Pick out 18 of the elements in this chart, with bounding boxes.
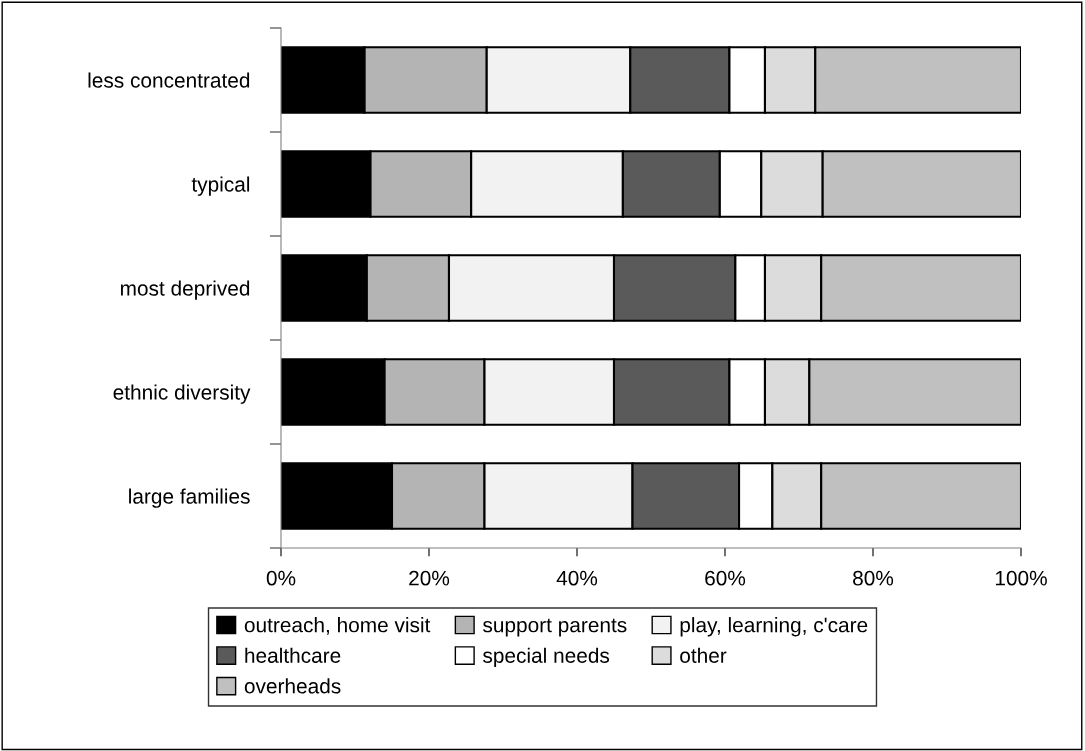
x-tick-label: 80%	[853, 570, 894, 586]
x-tick-label: 60%	[705, 570, 746, 586]
legend-label: outreach, home visit	[244, 617, 431, 635]
legend-label: special needs	[483, 647, 610, 668]
x-tick-label: 100%	[995, 570, 1047, 586]
y-tick-label: large families	[129, 488, 250, 508]
y-tick-label: most deprived	[120, 280, 250, 300]
legend-label: healthcare	[245, 647, 341, 663]
x-tick-label: 0%	[266, 570, 296, 586]
legend-label: overheads	[244, 678, 341, 694]
legend-label: support parents	[483, 618, 627, 637]
x-tick-label: 20%	[409, 570, 450, 586]
y-tick-label: typical	[191, 176, 250, 196]
x-tick-label: 40%	[556, 570, 598, 586]
y-tick-label: ethnic diversity	[113, 384, 251, 404]
legend-label: play, learning, c'care	[680, 617, 868, 637]
y-tick-label: less concentrated	[88, 72, 250, 88]
legend-label: other	[680, 647, 727, 663]
